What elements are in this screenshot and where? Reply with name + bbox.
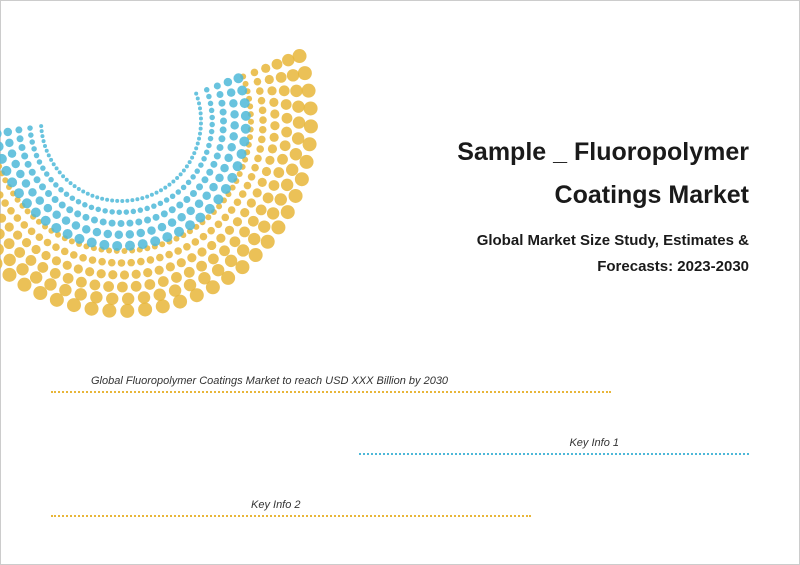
main-title: Sample _ Fluoropolymer Coatings Market	[409, 131, 749, 216]
info-text-1: Global Fluoropolymer Coatings Market to …	[91, 375, 448, 391]
dotted-underline-2	[359, 453, 749, 455]
info-line-2: Key Info 1	[51, 433, 749, 455]
dotted-underline-3	[51, 515, 531, 517]
info-text-2: Key Info 1	[569, 437, 619, 453]
subtitle: Global Market Size Study, Estimates & Fo…	[409, 228, 749, 279]
title-block: Sample _ Fluoropolymer Coatings Market G…	[409, 131, 749, 279]
info-line-1: Global Fluoropolymer Coatings Market to …	[51, 371, 749, 393]
spiral-decoration	[0, 0, 321, 321]
document-page: Sample _ Fluoropolymer Coatings Market G…	[0, 0, 800, 565]
info-line-3: Key Info 2	[51, 495, 749, 517]
info-text-3: Key Info 2	[251, 499, 301, 515]
info-lines: Global Fluoropolymer Coatings Market to …	[51, 371, 749, 557]
dotted-underline-1	[51, 391, 611, 393]
